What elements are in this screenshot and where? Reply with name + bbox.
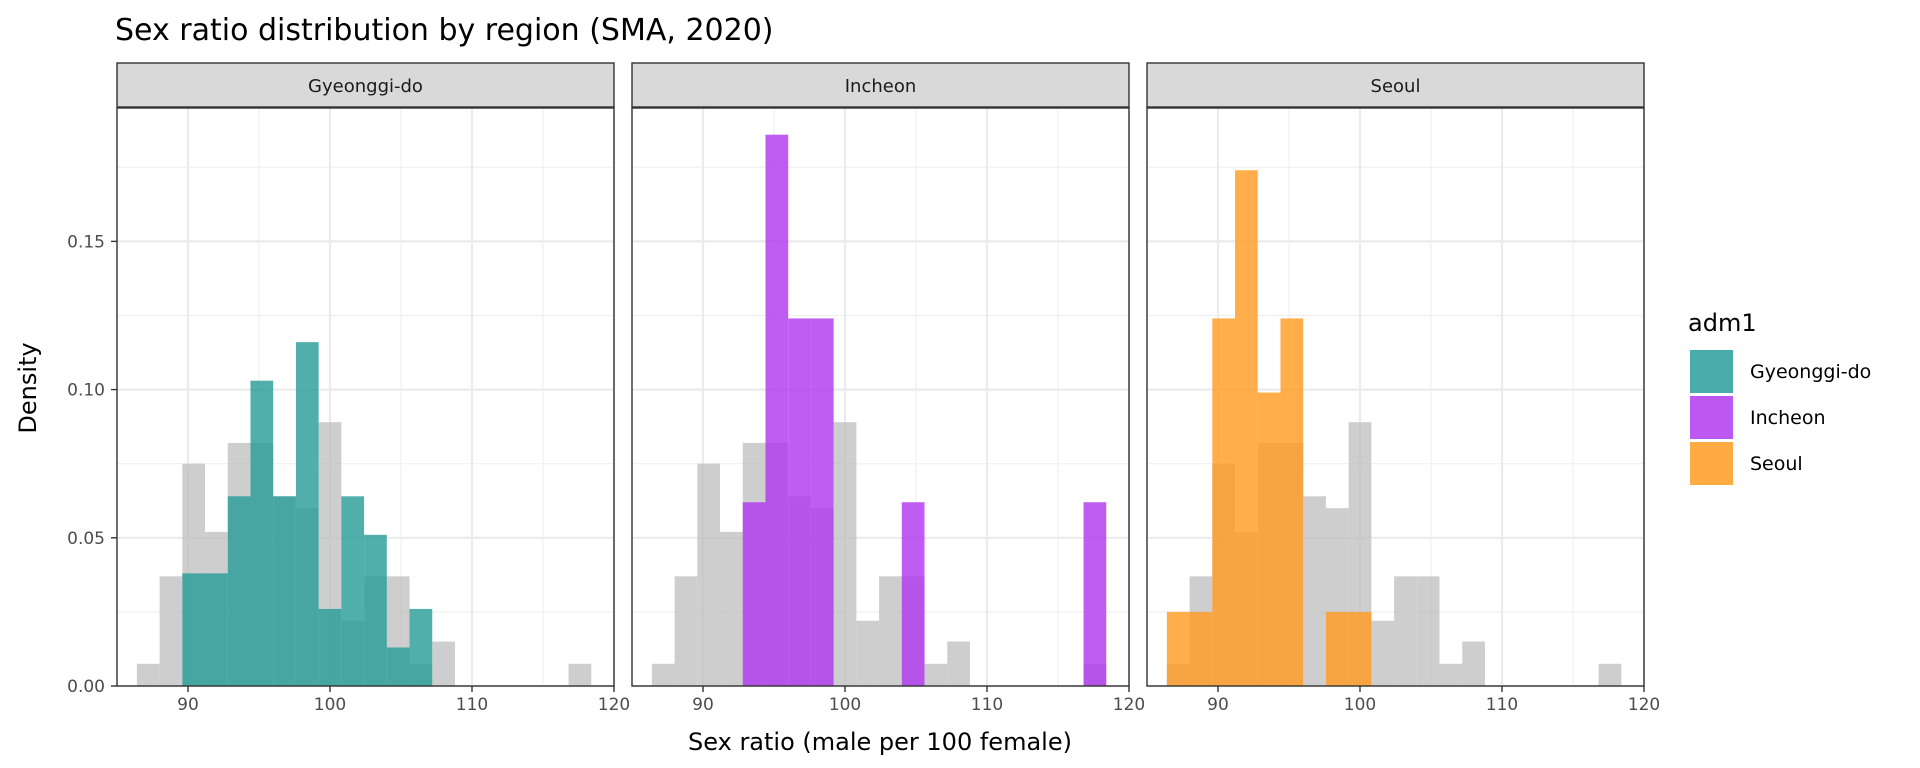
- histogram-bar: [1166, 611, 1190, 686]
- histogram-bar: [364, 534, 387, 686]
- facet-panel: Gyeonggi-do 90 100 110 120: [116, 62, 630, 715]
- background-bar: [720, 531, 743, 686]
- background-bar: [1598, 663, 1622, 686]
- panel-border: [116, 107, 615, 687]
- histogram-bar: [1083, 502, 1107, 686]
- legend-title: adm1: [1688, 309, 1757, 337]
- histogram-bar: [250, 380, 274, 686]
- histogram-bar: [386, 647, 410, 686]
- histogram-bar: [901, 502, 925, 686]
- legend-label: Gyeonggi-do: [1750, 361, 1871, 383]
- legend-key: [1690, 350, 1733, 393]
- facet-panels: Gyeonggi-do 90 100 110 120 Incheon 90 100 110 120…: [116, 62, 1660, 715]
- facet-panel: Incheon 90 100 110 120: [631, 62, 1145, 715]
- panel-border: [1146, 107, 1645, 687]
- histogram-bar: [318, 608, 342, 686]
- histogram-bar: [1325, 611, 1349, 686]
- histogram-bar: [182, 573, 206, 686]
- x-tick-label: 100: [314, 695, 346, 715]
- y-tick-label: 0.05: [67, 529, 105, 549]
- background-bar: [1439, 663, 1463, 686]
- histogram-bar: [1348, 611, 1372, 686]
- x-tick-label: 110: [971, 695, 1003, 715]
- x-tick-label: 110: [1486, 695, 1518, 715]
- facet-strip: [1146, 62, 1645, 108]
- x-tick-label: 120: [1113, 695, 1145, 715]
- legend-key: [1690, 396, 1733, 439]
- y-tick-label: 0.15: [67, 232, 105, 252]
- y-axis: 0.00 0.05 0.10 0.15: [67, 232, 117, 697]
- background-bar: [432, 641, 455, 686]
- background-bar: [1303, 496, 1326, 686]
- x-axis-title: Sex ratio (male per 100 female): [688, 728, 1072, 756]
- histogram-bar: [205, 573, 228, 686]
- x-tick-label: 90: [692, 695, 714, 715]
- x-tick-label: 100: [829, 695, 861, 715]
- x-tick-label: 90: [177, 695, 199, 715]
- panel-border: [631, 107, 1130, 687]
- facet-strip-label: Incheon: [845, 76, 917, 97]
- background-bar: [1394, 576, 1417, 686]
- facet-strip: [116, 62, 615, 108]
- background-bar: [1371, 620, 1395, 686]
- histogram-bar: [1189, 611, 1213, 686]
- histogram-bar: [1235, 170, 1258, 686]
- histogram-bar: [409, 608, 433, 686]
- background-bar: [833, 422, 857, 686]
- x-tick-label: 120: [598, 695, 630, 715]
- histogram-bar: [273, 496, 296, 686]
- histogram-bar: [1212, 318, 1236, 686]
- background-bar: [947, 641, 970, 686]
- x-tick-label: 100: [1344, 695, 1376, 715]
- histogram-bar: [810, 318, 834, 686]
- histogram-bar: [227, 496, 251, 686]
- background-bar: [568, 663, 592, 686]
- histogram-bar: [1257, 392, 1281, 686]
- background-bar: [674, 576, 698, 686]
- histogram-bar: [1280, 318, 1304, 686]
- facet-panel: Seoul 90 100 110 120: [1146, 62, 1660, 715]
- facet-strip-label: Seoul: [1371, 76, 1421, 97]
- x-tick-label: 120: [1628, 695, 1660, 715]
- histogram-bar: [295, 342, 319, 686]
- background-bar: [1416, 576, 1440, 686]
- y-tick-label: 0.10: [67, 381, 105, 401]
- histogram-bar: [765, 134, 789, 686]
- legend-key: [1690, 442, 1733, 485]
- facet-strip-label: Gyeonggi-do: [308, 76, 423, 97]
- background-bar: [159, 576, 183, 686]
- y-axis-title: Density: [14, 342, 42, 433]
- histogram-bar: [788, 318, 811, 686]
- background-bar: [651, 663, 675, 686]
- chart-title: Sex ratio distribution by region (SMA, 2…: [115, 13, 774, 48]
- y-tick-label: 0.00: [67, 677, 105, 697]
- histogram-bar: [341, 496, 365, 686]
- legend-label: Seoul: [1750, 453, 1803, 475]
- background-bar: [856, 620, 880, 686]
- legend-label: Incheon: [1750, 407, 1826, 429]
- background-bar: [1462, 641, 1485, 686]
- facet-strip: [631, 62, 1130, 108]
- background-bar: [697, 463, 721, 686]
- x-tick-label: 90: [1207, 695, 1229, 715]
- legend: adm1 Gyeonggi-do Incheon Seoul: [1688, 309, 1871, 485]
- background-bar: [879, 576, 902, 686]
- background-bar: [136, 663, 160, 686]
- histogram-bar: [742, 502, 766, 686]
- background-bar: [924, 663, 948, 686]
- x-tick-label: 110: [456, 695, 488, 715]
